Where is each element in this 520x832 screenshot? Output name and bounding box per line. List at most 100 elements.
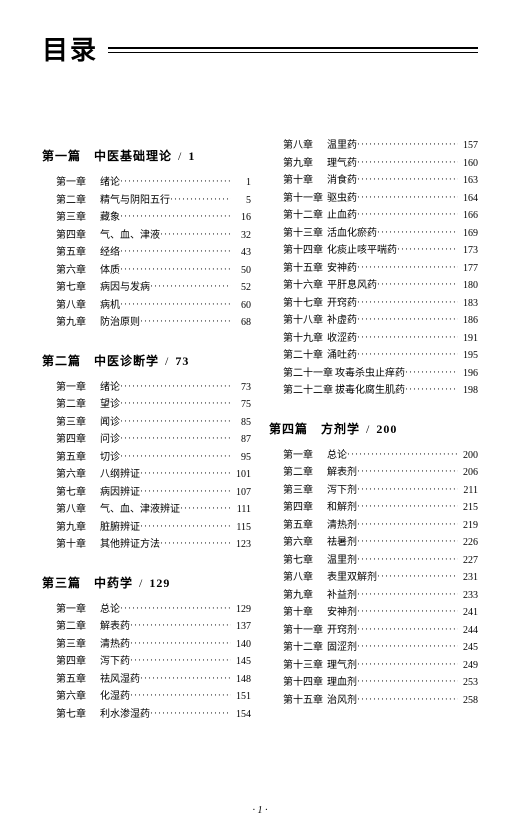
chapter-label: 第七章 bbox=[56, 706, 98, 724]
chapter-label: 第十一章 bbox=[283, 622, 325, 640]
chapter-label: 第八章 bbox=[283, 137, 325, 155]
page-ref: 173 bbox=[458, 242, 478, 260]
page-ref: 160 bbox=[458, 155, 478, 173]
chapter-name: 攻毒杀虫止痒药 bbox=[335, 365, 405, 383]
chapter-name: 涌吐药 bbox=[327, 347, 357, 365]
chapter-name: 开窍药 bbox=[327, 295, 357, 313]
page-ref: 75 bbox=[231, 396, 251, 414]
toc-entry: 第二章望诊75 bbox=[42, 396, 251, 414]
section-label: 第四篇 bbox=[269, 422, 308, 436]
page-ref: 5 bbox=[231, 192, 251, 210]
chapter-name: 温里剂 bbox=[327, 552, 357, 570]
toc-entry: 第三章清热药140 bbox=[42, 636, 251, 654]
chapter-label: 第二十二章 bbox=[283, 382, 333, 400]
chapter-label: 第二十一章 bbox=[283, 365, 333, 383]
chapter-label: 第十七章 bbox=[283, 295, 325, 313]
chapter-name: 病因辨证 bbox=[100, 484, 140, 502]
page-ref: 137 bbox=[231, 618, 251, 636]
chapter-name: 望诊 bbox=[100, 396, 120, 414]
chapter-label: 第十九章 bbox=[283, 330, 325, 348]
chapter-name: 清热剂 bbox=[327, 517, 357, 535]
chapter-label: 第二章 bbox=[56, 618, 98, 636]
leader-dots bbox=[140, 466, 231, 482]
toc-entry: 第二章精气与阴阳五行5 bbox=[42, 192, 251, 210]
leader-dots bbox=[120, 244, 231, 260]
page-ref: 87 bbox=[231, 431, 251, 449]
toc-entry: 第十四章化痰止咳平喘药173 bbox=[269, 242, 478, 260]
section-name: 中医诊断学 bbox=[94, 354, 159, 368]
leader-dots bbox=[160, 536, 231, 552]
toc-entry: 第十八章补虚药186 bbox=[269, 312, 478, 330]
leader-dots bbox=[120, 449, 231, 465]
page-ref: 111 bbox=[231, 501, 251, 519]
toc-entry: 第十三章活血化瘀药169 bbox=[269, 225, 478, 243]
page-ref: 183 bbox=[458, 295, 478, 313]
chapter-label: 第九章 bbox=[283, 587, 325, 605]
chapter-name: 问诊 bbox=[100, 431, 120, 449]
chapter-name: 利水渗湿药 bbox=[100, 706, 150, 724]
chapter-label: 第十二章 bbox=[283, 639, 325, 657]
leader-dots bbox=[120, 431, 231, 447]
page-ref: 206 bbox=[458, 464, 478, 482]
page-ref: 219 bbox=[458, 517, 478, 535]
toc-entry: 第八章温里药157 bbox=[269, 137, 478, 155]
toc-entry: 第一章总论200 bbox=[269, 447, 478, 465]
chapter-label: 第二十章 bbox=[283, 347, 325, 365]
chapter-label: 第八章 bbox=[283, 569, 325, 587]
section-label: 第一篇 bbox=[42, 149, 81, 163]
page-ref: 163 bbox=[458, 172, 478, 190]
toc-entry: 第四章问诊87 bbox=[42, 431, 251, 449]
chapter-name: 化湿药 bbox=[100, 688, 130, 706]
leader-dots bbox=[405, 365, 458, 381]
chapter-name: 绪论 bbox=[100, 379, 120, 397]
chapter-label: 第十四章 bbox=[283, 242, 325, 260]
section-head: 第四篇 方剂学 / 200 bbox=[269, 420, 478, 437]
page-ref: 52 bbox=[231, 279, 251, 297]
page-ref: 157 bbox=[458, 137, 478, 155]
toc-entry: 第八章气、血、津液辨证111 bbox=[42, 501, 251, 519]
toc-col-left: 第一篇 中医基础理论 / 1第一章绪论1第二章精气与阴阳五行5第三章藏象16第四… bbox=[42, 137, 251, 723]
chapter-name: 总论 bbox=[327, 447, 347, 465]
toc-entry: 第九章理气药160 bbox=[269, 155, 478, 173]
leader-dots bbox=[357, 552, 458, 568]
leader-dots bbox=[377, 277, 458, 293]
chapter-name: 藏象 bbox=[100, 209, 120, 227]
chapter-name: 祛风湿药 bbox=[100, 671, 140, 689]
chapter-name: 开窍剂 bbox=[327, 622, 357, 640]
page-title: 目录 bbox=[42, 30, 98, 67]
leader-dots bbox=[377, 569, 458, 585]
leader-dots bbox=[140, 671, 231, 687]
chapter-name: 解表药 bbox=[100, 618, 130, 636]
title-double-rule bbox=[108, 47, 478, 53]
page-ref: 50 bbox=[231, 262, 251, 280]
page-ref: 107 bbox=[231, 484, 251, 502]
chapter-name: 脏腑辨证 bbox=[100, 519, 140, 537]
toc-entry: 第一章总论129 bbox=[42, 601, 251, 619]
page-ref: 249 bbox=[458, 657, 478, 675]
leader-dots bbox=[357, 482, 458, 498]
chapter-name: 理气药 bbox=[327, 155, 357, 173]
leader-dots bbox=[140, 519, 231, 535]
section-head: 第二篇 中医诊断学 / 73 bbox=[42, 352, 251, 369]
leader-dots bbox=[357, 517, 458, 533]
page-ref: 169 bbox=[458, 225, 478, 243]
toc-entry: 第二章解表药 137 bbox=[42, 618, 251, 636]
chapter-name: 体质 bbox=[100, 262, 120, 280]
chapter-label: 第一章 bbox=[283, 447, 325, 465]
chapter-name: 病因与发病 bbox=[100, 279, 150, 297]
leader-dots bbox=[130, 618, 231, 634]
chapter-name: 安神剂 bbox=[327, 604, 357, 622]
section-sep: / bbox=[135, 576, 147, 590]
chapter-label: 第六章 bbox=[283, 534, 325, 552]
leader-dots bbox=[357, 330, 458, 346]
chapter-label: 第三章 bbox=[56, 209, 98, 227]
page-ref: 1 bbox=[231, 174, 251, 192]
toc-entry: 第十章安神剂241 bbox=[269, 604, 478, 622]
toc-entry: 第六章化湿药151 bbox=[42, 688, 251, 706]
chapter-name: 八纲辨证 bbox=[100, 466, 140, 484]
chapter-label: 第一章 bbox=[56, 379, 98, 397]
toc-entry: 第十四章理血剂253 bbox=[269, 674, 478, 692]
toc-entry: 第七章病因辨证107 bbox=[42, 484, 251, 502]
page-ref: 253 bbox=[458, 674, 478, 692]
page-ref: 215 bbox=[458, 499, 478, 517]
